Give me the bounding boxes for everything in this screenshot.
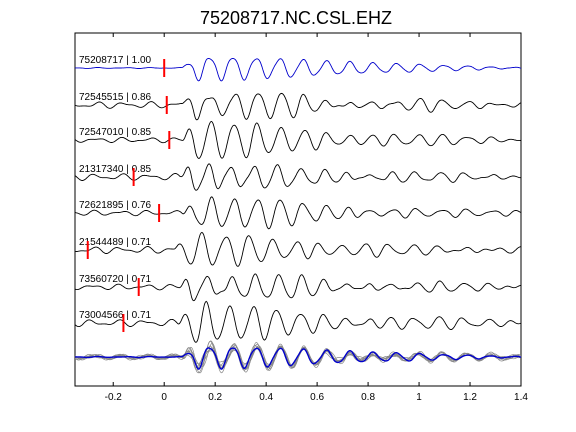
trace-4: 72621895 | 0.76 bbox=[74, 196, 522, 230]
x-tick-label-5: 0.8 bbox=[361, 392, 375, 403]
trace-0: 75208717 | 1.00 bbox=[75, 55, 522, 82]
trace-line-5 bbox=[75, 231, 522, 267]
x-tick-label-4: 0.6 bbox=[310, 392, 324, 403]
stack-line-0 bbox=[75, 347, 522, 370]
trace-label-2: 72547010 | 0.85 bbox=[79, 127, 152, 138]
trace-line-1 bbox=[74, 92, 522, 121]
trace-label-0: 75208717 | 1.00 bbox=[79, 55, 152, 66]
chart-title: 75208717.NC.CSL.EHZ bbox=[200, 8, 392, 28]
x-tick-label-8: 1.4 bbox=[514, 392, 528, 403]
trace-line-4 bbox=[74, 196, 522, 230]
trace-line-6 bbox=[74, 273, 522, 302]
trace-1: 72545515 | 0.86 bbox=[74, 92, 522, 121]
trace-label-6: 73560720 | 0.71 bbox=[79, 274, 152, 285]
trace-label-1: 72545515 | 0.86 bbox=[79, 92, 152, 103]
trace-3: 21317340 | 0.85 bbox=[74, 163, 521, 191]
x-tick-label-7: 1.2 bbox=[463, 392, 477, 403]
overlay-stack-group bbox=[74, 340, 522, 374]
trace-label-5: 21544489 | 0.71 bbox=[79, 237, 152, 248]
x-tick-label-6: 1 bbox=[416, 392, 422, 403]
trace-line-2 bbox=[74, 120, 522, 159]
trace-line-3 bbox=[74, 163, 521, 191]
x-tick-label-2: 0.2 bbox=[208, 392, 222, 403]
plot-frame bbox=[74, 32, 522, 387]
x-tick-label-0: -0.2 bbox=[105, 392, 123, 403]
trace-label-4: 72621895 | 0.76 bbox=[79, 200, 152, 211]
trace-2: 72547010 | 0.85 bbox=[74, 120, 522, 159]
x-tick-label-1: 0 bbox=[161, 392, 167, 403]
trace-line-7 bbox=[74, 300, 522, 343]
trace-5: 21544489 | 0.71 bbox=[75, 231, 522, 267]
trace-label-7: 73004566 | 0.71 bbox=[79, 310, 152, 321]
trace-6: 73560720 | 0.71 bbox=[74, 273, 522, 302]
trace-line-0 bbox=[75, 57, 522, 82]
trace-7: 73004566 | 0.71 bbox=[74, 300, 522, 343]
x-tick-label-3: 0.4 bbox=[259, 392, 273, 403]
trace-label-3: 21317340 | 0.85 bbox=[79, 164, 152, 175]
x-axis: -0.2 0 0.2 0.4 0.6 0.8 1 1.2 1.4 bbox=[105, 33, 528, 403]
traces-group: 75208717 | 1.00 72545515 | 0.86 72547010 |… bbox=[74, 55, 522, 343]
